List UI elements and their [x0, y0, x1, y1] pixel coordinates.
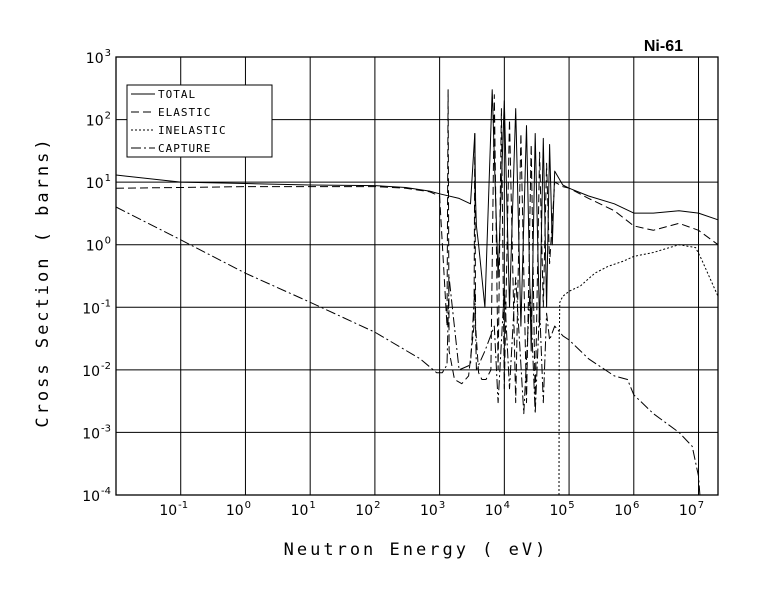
y-tick-label: 103	[86, 48, 111, 67]
y-tick-base: 10	[82, 364, 100, 380]
x-tick-base: 10	[679, 503, 697, 519]
x-tick-exponent: 6	[633, 500, 639, 511]
legend-label-capture: CAPTURE	[158, 142, 211, 155]
x-tick-label: 107	[679, 500, 704, 519]
x-tick-exponent: 2	[374, 500, 380, 511]
x-tick-label: 103	[420, 500, 445, 519]
y-tick-base: 10	[86, 176, 104, 192]
y-tick-exponent: -3	[101, 423, 111, 434]
tick-labels: 10-1 100 101 102 103 104 105 106 10710-410-310-2…	[82, 48, 704, 519]
x-tick-base: 10	[355, 503, 373, 519]
y-tick-base: 10	[86, 51, 104, 67]
x-tick-exponent: 3	[439, 500, 445, 511]
y-axis-label: Cross Section ( barns)	[33, 136, 53, 427]
legend-label-total: TOTAL	[158, 88, 196, 101]
chart-title: Ni-61	[644, 38, 683, 55]
series-layer	[115, 89, 719, 496]
grid	[116, 57, 718, 495]
x-axis-label: Neutron Energy ( eV)	[284, 540, 549, 560]
x-tick-label: 102	[355, 500, 380, 519]
x-tick-exponent: 1	[309, 500, 315, 511]
y-tick-exponent: -4	[101, 486, 111, 497]
y-tick-exponent: -1	[101, 298, 111, 309]
x-tick-base: 10	[291, 503, 309, 519]
y-tick-base: 10	[82, 301, 100, 317]
series-capture-line	[115, 206, 701, 496]
y-tick-base: 10	[82, 426, 100, 442]
x-tick-exponent: 4	[504, 500, 510, 511]
x-tick-exponent: 0	[245, 500, 251, 511]
y-tick-exponent: 0	[105, 236, 111, 247]
x-tick-base: 10	[614, 503, 632, 519]
y-tick-label: 10-4	[82, 486, 111, 505]
series-total-line	[115, 89, 719, 352]
legend-label-inelastic: INELASTIC	[158, 124, 227, 137]
x-tick-base: 10	[549, 503, 567, 519]
x-tick-label: 104	[485, 500, 510, 519]
y-tick-label: 10-2	[82, 361, 111, 380]
y-tick-label: 10-1	[82, 298, 111, 317]
legend-box	[126, 84, 273, 158]
x-tick-exponent: 5	[568, 500, 574, 511]
x-tick-exponent: -1	[178, 500, 188, 511]
y-tick-label: 10-3	[82, 423, 111, 442]
y-tick-base: 10	[82, 489, 100, 505]
x-tick-label: 100	[226, 500, 251, 519]
y-tick-label: 102	[86, 111, 111, 130]
x-tick-label: 106	[614, 500, 639, 519]
plot-frame	[115, 56, 719, 496]
x-tick-base: 10	[159, 503, 177, 519]
y-tick-base: 10	[86, 114, 104, 130]
y-tick-exponent: -2	[101, 361, 111, 372]
x-tick-base: 10	[420, 503, 438, 519]
x-tick-label: 105	[549, 500, 574, 519]
y-tick-exponent: 3	[105, 48, 111, 59]
y-tick-label: 100	[86, 236, 111, 255]
series-elastic-line	[115, 89, 719, 404]
legend: TOTAL ELASTIC INELASTIC CAPTURE	[126, 84, 273, 158]
y-tick-base: 10	[86, 239, 104, 255]
y-tick-exponent: 2	[105, 111, 111, 122]
x-tick-label: 10-1	[159, 500, 188, 519]
x-tick-base: 10	[485, 503, 503, 519]
x-tick-base: 10	[226, 503, 244, 519]
x-tick-exponent: 7	[698, 500, 704, 511]
y-tick-label: 101	[86, 173, 111, 192]
legend-label-elastic: ELASTIC	[158, 106, 211, 119]
y-tick-exponent: 1	[105, 173, 111, 184]
x-tick-label: 101	[291, 500, 316, 519]
